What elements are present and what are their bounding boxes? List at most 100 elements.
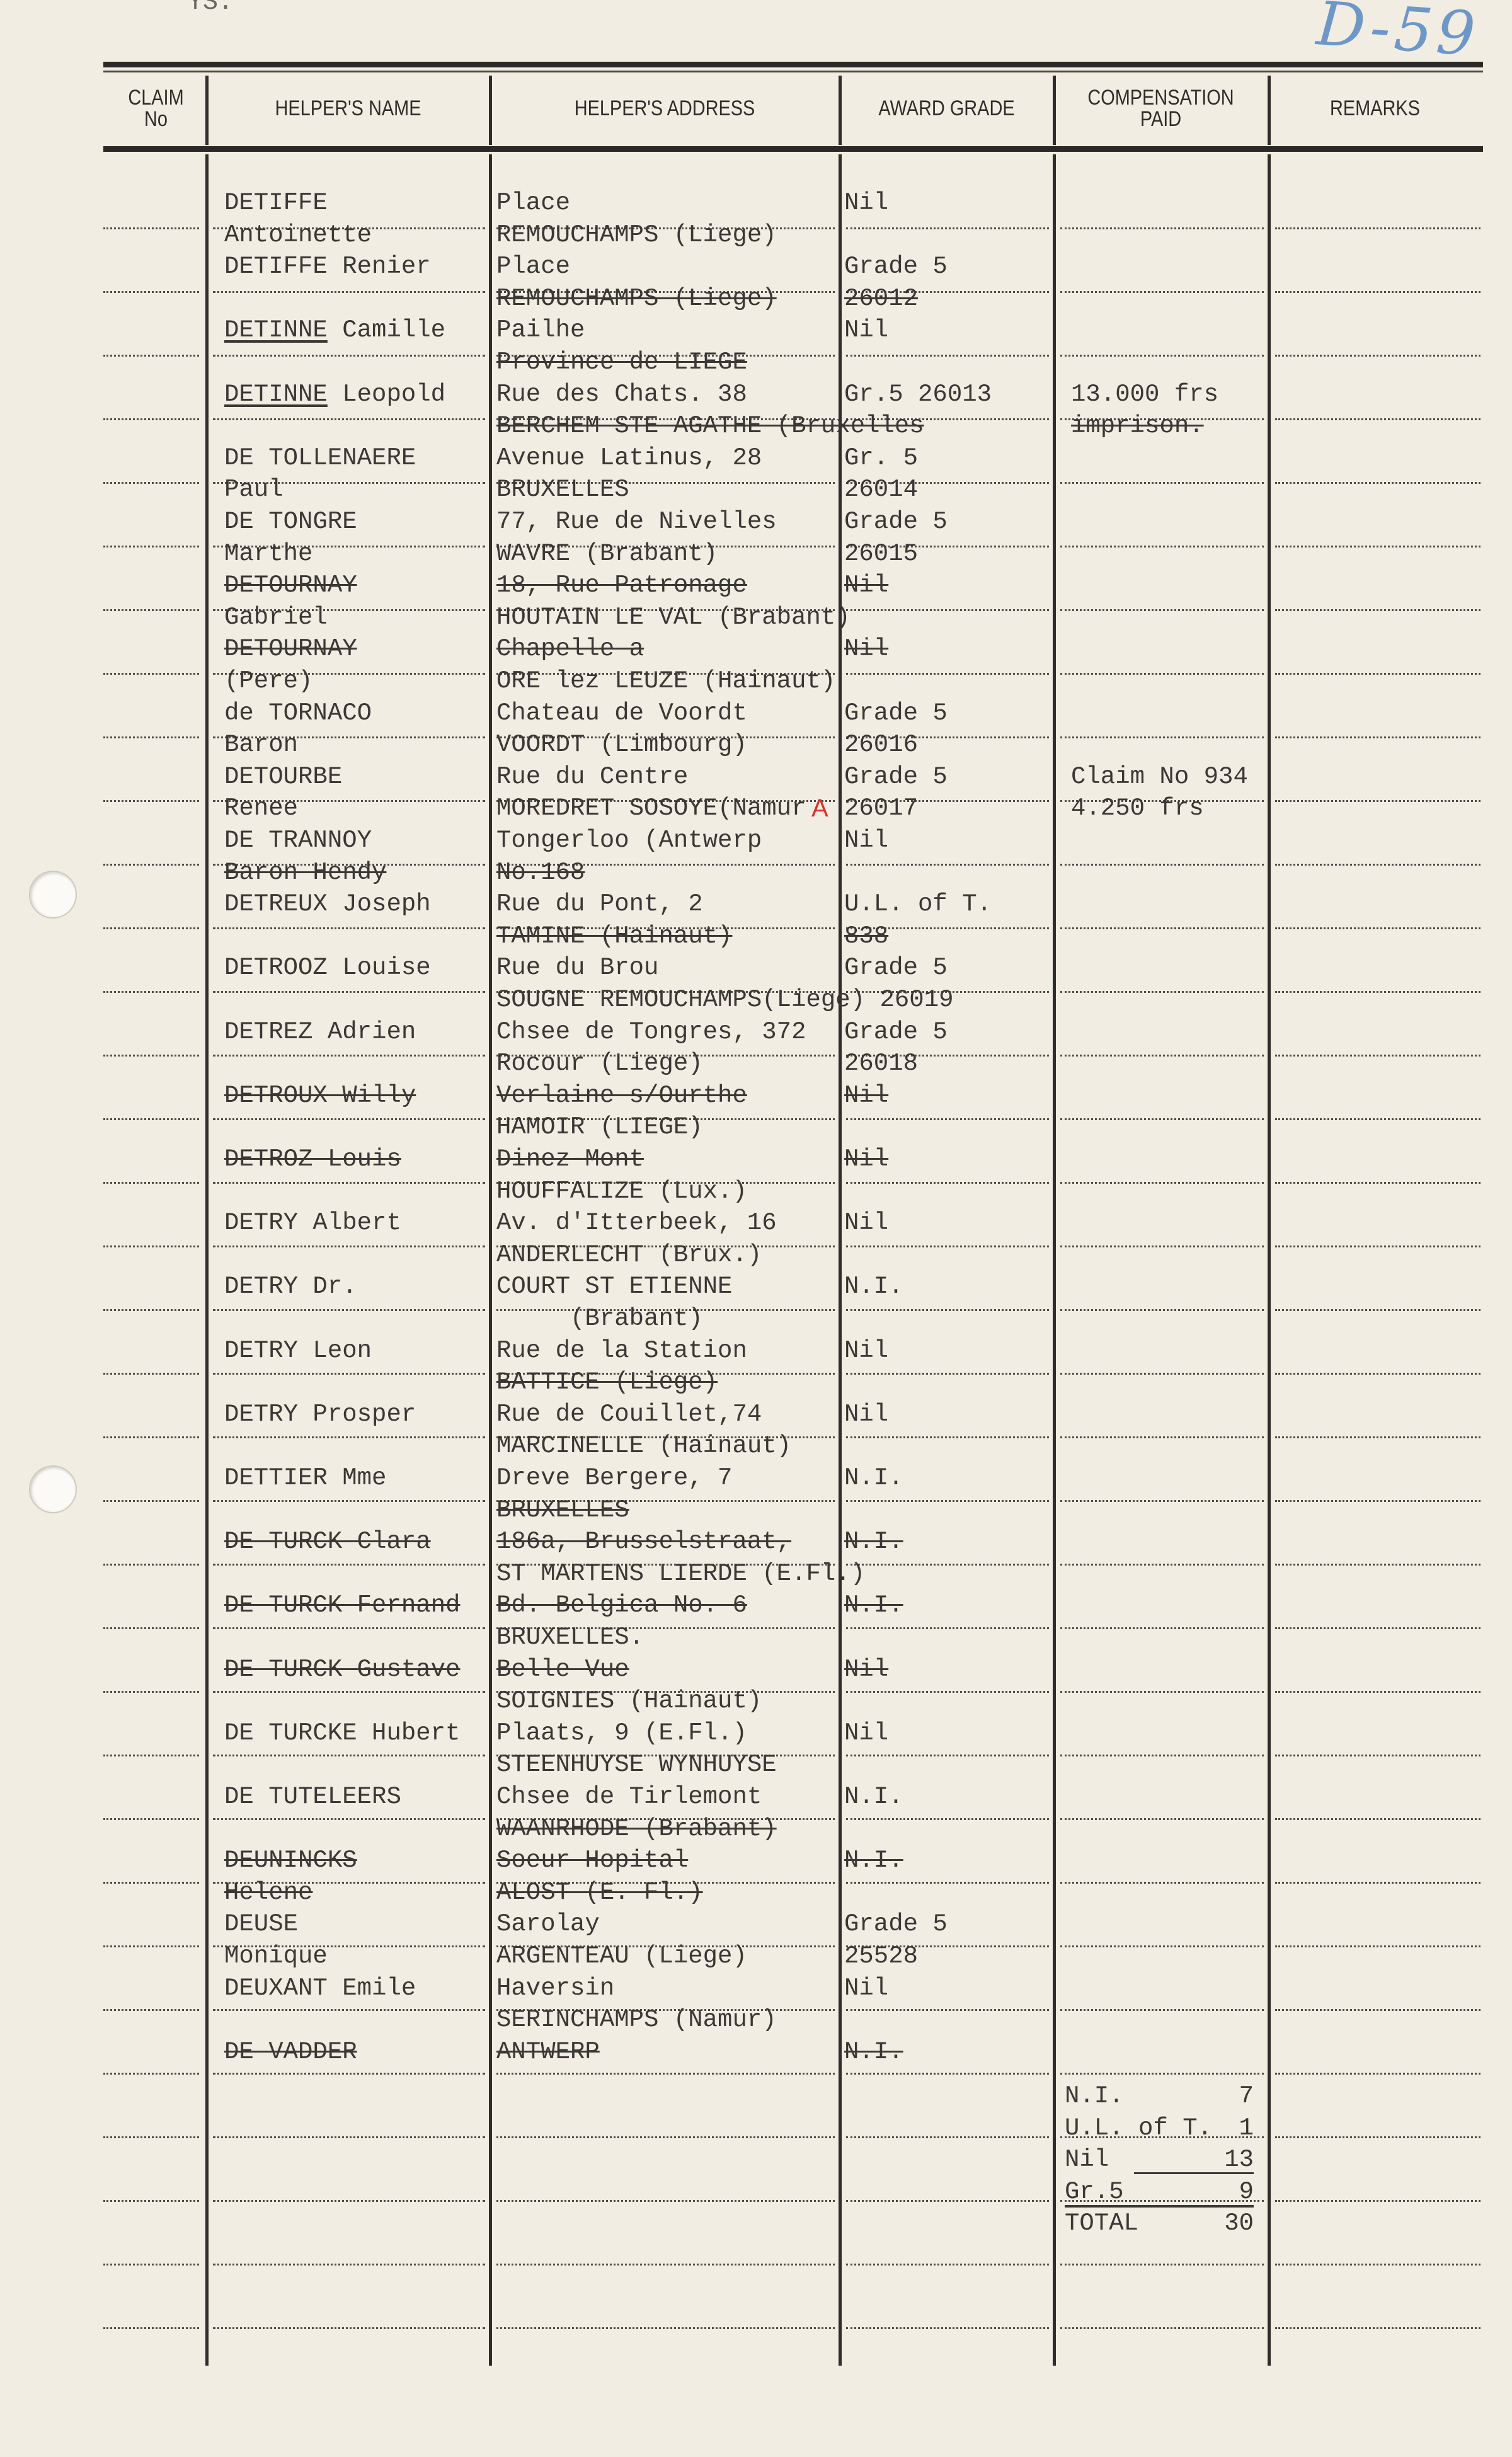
dotted-rule (1275, 1755, 1480, 1756)
dotted-rule (846, 546, 1049, 547)
dotted-rule (846, 927, 1049, 929)
cell-address: SOIGNIES (Hainaut) (496, 1687, 762, 1715)
totals-row: Nil 13 (1065, 2146, 1254, 2174)
dotted-rule (213, 927, 485, 929)
cell-address: Place (496, 253, 571, 281)
dotted-rule (496, 1691, 835, 1693)
dotted-rule (103, 1373, 199, 1375)
dotted-rule (846, 1882, 1049, 1884)
column-divider (489, 154, 492, 2366)
cell-grade: Grade 5 (844, 954, 948, 982)
dotted-rule (496, 1882, 835, 1884)
dotted-rule (846, 1500, 1049, 1502)
dotted-rule (1060, 927, 1264, 929)
cell-name: Gabriel (224, 603, 328, 631)
dotted-rule (213, 355, 485, 357)
dotted-rule (103, 1500, 199, 1502)
dotted-rule (846, 291, 1049, 293)
cell-address: Dreve Bergere, 7 (496, 1464, 733, 1492)
dotted-rule (846, 2009, 1049, 2011)
header-remarks: REMARKS (1330, 96, 1420, 120)
dotted-rule (103, 2327, 199, 2329)
dotted-rule (1060, 673, 1264, 675)
dotted-rule (213, 736, 485, 738)
cell-grade: N.I. (844, 1783, 903, 1811)
dotted-rule (103, 1945, 199, 1947)
dotted-rule (846, 991, 1049, 993)
dotted-rule (1275, 927, 1480, 929)
dotted-rule (213, 2327, 485, 2329)
dotted-rule (1060, 1564, 1264, 1566)
cell-address: (Brabant) (496, 1305, 703, 1332)
dotted-rule (496, 1500, 835, 1502)
cell-name: Helene (224, 1878, 313, 1906)
dotted-rule (213, 1564, 485, 1566)
cell-address: TAMINE (Hainaut) (496, 922, 733, 950)
dotted-rule (1060, 2200, 1264, 2202)
totals-value: 1 (1239, 2114, 1254, 2142)
dotted-rule (1275, 991, 1480, 993)
punch-hole (29, 871, 77, 919)
dotted-rule (846, 1627, 1049, 1629)
dotted-rule (1060, 1246, 1264, 1247)
dotted-rule (1275, 418, 1480, 420)
cell-address: Haversin (496, 1974, 615, 2002)
cell-grade: Nil (844, 635, 889, 663)
cell-compensation: Claim No 934 (1071, 762, 1248, 791)
column-divider (1053, 76, 1056, 145)
cell-grade: Nil (844, 571, 889, 600)
dotted-rule (1275, 2327, 1480, 2329)
cell-name: Antoinette (224, 220, 372, 249)
dotted-rule (103, 1309, 199, 1311)
cell-address: Av. d'Itterbeek, 16 (496, 1209, 777, 1237)
header-award-grade: AWARD GRADE (878, 96, 1015, 120)
dotted-rule (1060, 1309, 1264, 1311)
dotted-rule (213, 1118, 485, 1120)
dotted-rule (213, 1755, 485, 1756)
dotted-rule (846, 418, 1049, 420)
dotted-rule (103, 418, 199, 420)
cell-name: de TORNACO (224, 699, 372, 727)
dotted-rule (213, 482, 485, 484)
dotted-rule (1060, 1436, 1264, 1438)
dotted-rule (1275, 1373, 1480, 1375)
cell-address: SOUGNE REMOUCHAMPS(Liege) 26019 (496, 986, 954, 1014)
dotted-rule (1275, 864, 1480, 866)
dotted-rule (103, 1436, 199, 1438)
cell-grade: Nil (844, 316, 889, 345)
dotted-rule (213, 1182, 485, 1184)
dotted-rule (846, 1945, 1049, 1947)
cell-name: Baron (224, 731, 299, 759)
dotted-rule (1060, 418, 1264, 420)
totals-row: Gr.5 9 (1065, 2178, 1254, 2206)
cell-address: Province de LIEGE (496, 348, 747, 376)
cell-address: Place (496, 189, 571, 217)
cell-address: BATTICE (Liege) (496, 1368, 718, 1397)
dotted-rule (1275, 1182, 1480, 1184)
cell-address: REMOUCHAMPS (Liege) (496, 284, 777, 312)
dotted-rule (213, 2073, 485, 2075)
dotted-rule (1060, 1755, 1264, 1756)
dotted-rule (103, 1182, 199, 1184)
cell-address: BRUXELLES (496, 1496, 629, 1524)
cell-grade: 838 (844, 922, 889, 950)
dotted-rule (1275, 1691, 1480, 1693)
dotted-rule (1275, 1500, 1480, 1502)
cell-name: Paul (224, 476, 284, 504)
dotted-rule (103, 2009, 199, 2011)
cell-grade: N.I. (844, 1273, 903, 1301)
dotted-rule (103, 864, 199, 866)
dotted-rule (103, 2073, 199, 2075)
cell-name: (Pere) (224, 667, 313, 695)
cell-name: DEUNINCKS (224, 1847, 357, 1875)
cell-address: Pailhe (496, 316, 585, 345)
dotted-rule (103, 2136, 199, 2138)
dotted-rule (1060, 1500, 1264, 1502)
cell-address: 186a, Brusselstraat, (496, 1528, 792, 1556)
dotted-rule (1275, 736, 1480, 738)
cell-address: Rue des Chats. 38 (496, 380, 747, 408)
cell-grade: Nil (844, 1655, 889, 1683)
dotted-rule (496, 927, 835, 929)
header-helper-name: HELPER'S NAME (275, 96, 421, 120)
dotted-rule (103, 609, 199, 611)
